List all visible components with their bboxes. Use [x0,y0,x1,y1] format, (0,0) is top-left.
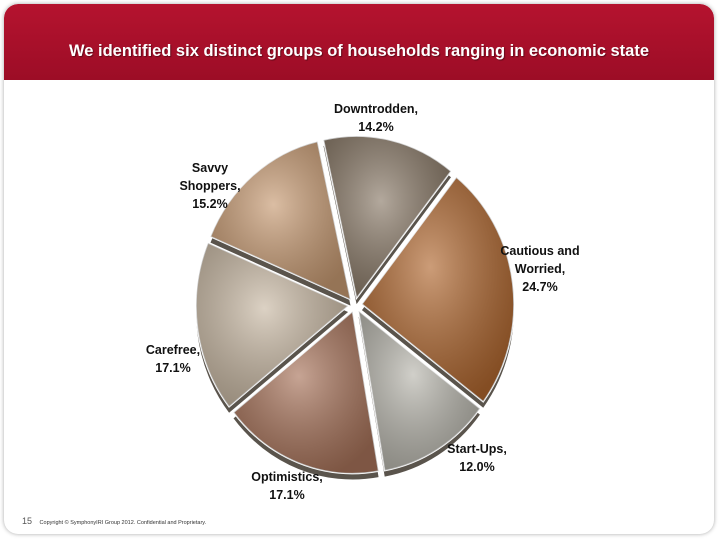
slice-label-name: Downtrodden, [333,102,418,116]
slice-label-name: Shoppers, [179,179,241,193]
slice-label-name: Optimistics, [251,470,323,484]
slice-label-name: Savvy [191,161,229,175]
slice-label-name: Start-Ups, [447,442,507,456]
label-optimistics: Optimistics, 17.1% [242,468,332,504]
page-number: 15 [22,516,33,526]
slice-label-value: 17.1% [269,488,305,502]
slice-label-name: Worried, [514,262,566,276]
slice-label-value: 14.2% [358,120,394,134]
slice-carefree-shading [196,242,349,407]
slice-label-value: 24.7% [522,280,558,294]
label-carefree: Carefree, 17.1% [134,341,212,377]
label-cautious-worried: Cautious and Worried, 24.7% [488,242,592,296]
slice-optimistics-shading [233,311,379,474]
slice-label-value: 15.2% [192,197,228,211]
slice-savvy-shoppers-shading [210,141,351,300]
slice-label-name: Cautious and [500,244,580,258]
slice-label-name: Carefree, [145,343,201,357]
slice-cautious-worried-shading [361,177,514,402]
label-savvy-shoppers: Savvy Shoppers, 15.2% [170,159,250,213]
slice-label-value: 17.1% [155,361,191,375]
label-start-ups: Start-Ups, 12.0% [432,440,522,476]
slice-label-value: 12.0% [459,460,495,474]
slice-start-ups-shading [358,310,480,471]
slide-title: We identified six distinct groups of hou… [68,42,649,60]
footer: 15 Copyright © SymphonyIRI Group 2012. C… [22,516,206,526]
copyright-text: Copyright © SymphonyIRI Group 2012. Conf… [39,520,207,526]
title-banner: We identified six distinct groups of hou… [4,4,714,80]
slice-downtrodden-shading [323,136,451,299]
label-downtrodden: Downtrodden, 14.2% [326,100,426,136]
